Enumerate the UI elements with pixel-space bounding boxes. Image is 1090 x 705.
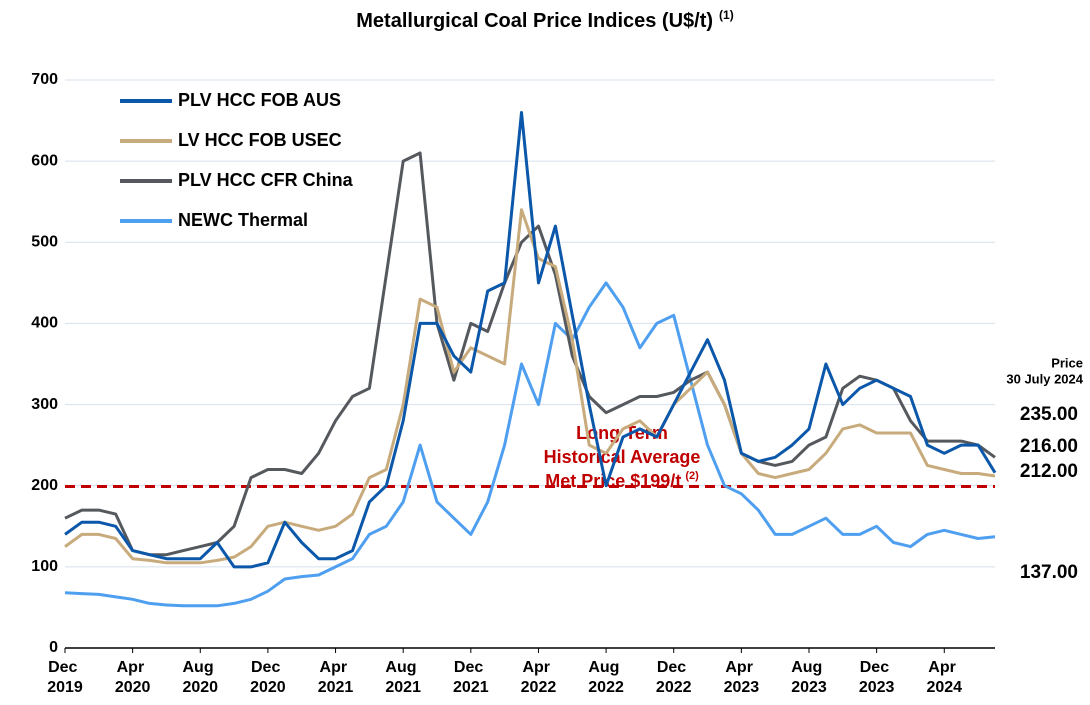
reference-label: Historical Average	[544, 447, 701, 467]
x-tick-month: Dec	[48, 659, 82, 676]
x-tick-month: Dec	[251, 659, 285, 676]
end-label-title: Price	[1051, 355, 1083, 370]
series-line	[64, 281, 996, 608]
reference-note: (2)	[685, 470, 699, 482]
end-label: 212.00	[1020, 461, 1078, 482]
x-tick-label: Aug 2021	[385, 659, 421, 696]
x-tick-label: Apr 2020	[115, 659, 151, 696]
x-tick-month: Dec	[860, 659, 894, 676]
x-tick-label: Apr 2024	[926, 659, 962, 696]
x-tick-year: 2022	[656, 679, 692, 696]
x-tick-month: Apr	[522, 659, 554, 676]
x-tick-month: Apr	[725, 659, 757, 676]
x-tick-month: Aug	[588, 659, 624, 676]
x-tick-month: Aug	[182, 659, 218, 676]
y-tick-label: 500	[31, 234, 58, 251]
chart-title: Metallurgical Coal Price Indices (U$/t) (…	[356, 8, 733, 32]
title-text: Metallurgical Coal Price Indices (U$/t)	[356, 10, 713, 32]
reference-label-text: Met Price $199/t	[545, 471, 681, 491]
x-tick-month: Dec	[657, 659, 691, 676]
x-tick-year: 2019	[47, 679, 83, 696]
x-tick-label: Apr 2021	[318, 659, 354, 696]
x-tick-label: Apr 2023	[724, 659, 760, 696]
y-tick-label: 300	[31, 396, 58, 413]
legend-label: PLV HCC CFR China	[178, 170, 354, 190]
x-tick-label: Aug 2022	[588, 659, 624, 696]
y-tick-label: 600	[31, 152, 58, 169]
x-tick-year: 2020	[182, 679, 218, 696]
x-tick-year: 2021	[385, 679, 421, 696]
x-tick-year: 2020	[115, 679, 151, 696]
x-tick-label: Dec 2021	[453, 659, 489, 696]
x-tick-year: 2023	[859, 679, 895, 696]
series-line	[64, 111, 997, 569]
x-tick-label: Aug 2023	[791, 659, 827, 696]
legend-label: LV HCC FOB USEC	[178, 130, 342, 150]
legend-label: PLV HCC FOB AUS	[178, 90, 341, 110]
legend-label: NEWC Thermal	[178, 210, 308, 230]
x-tick-month: Dec	[454, 659, 488, 676]
end-label: 235.00	[1020, 404, 1078, 425]
x-tick-year: 2020	[250, 679, 286, 696]
reference-label-text: Historical Average	[544, 447, 701, 467]
x-tick-year: 2021	[453, 679, 489, 696]
x-tick-year: 2024	[926, 679, 962, 696]
x-tick-month: Apr	[928, 659, 960, 676]
y-tick-label: 100	[31, 558, 58, 575]
end-label: 216.00	[1020, 436, 1078, 457]
end-label-title: 30 July 2024	[1006, 371, 1083, 386]
reference-label: Met Price $199/t (2)	[545, 470, 699, 491]
end-label: 137.00	[1020, 562, 1078, 583]
x-tick-month: Apr	[117, 659, 149, 676]
x-tick-label: Dec 2019	[47, 659, 83, 696]
x-tick-year: 2021	[318, 679, 354, 696]
title-note: (1)	[719, 8, 734, 22]
y-tick-label: 400	[31, 315, 58, 332]
x-tick-label: Apr 2022	[521, 659, 557, 696]
x-tick-label: Dec 2022	[656, 659, 692, 696]
x-tick-label: Dec 2023	[859, 659, 895, 696]
x-tick-year: 2022	[588, 679, 624, 696]
x-tick-month: Apr	[320, 659, 352, 676]
x-tick-label: Dec 2020	[250, 659, 286, 696]
x-tick-label: Aug 2020	[182, 659, 218, 696]
y-tick-label: 700	[31, 71, 58, 88]
x-tick-month: Aug	[791, 659, 827, 676]
y-tick-label: 200	[31, 477, 58, 494]
x-tick-year: 2023	[724, 679, 760, 696]
series-line	[64, 208, 996, 565]
x-tick-month: Aug	[385, 659, 421, 676]
y-tick-label: 0	[49, 639, 58, 656]
x-tick-year: 2022	[521, 679, 557, 696]
x-tick-year: 2023	[791, 679, 827, 696]
